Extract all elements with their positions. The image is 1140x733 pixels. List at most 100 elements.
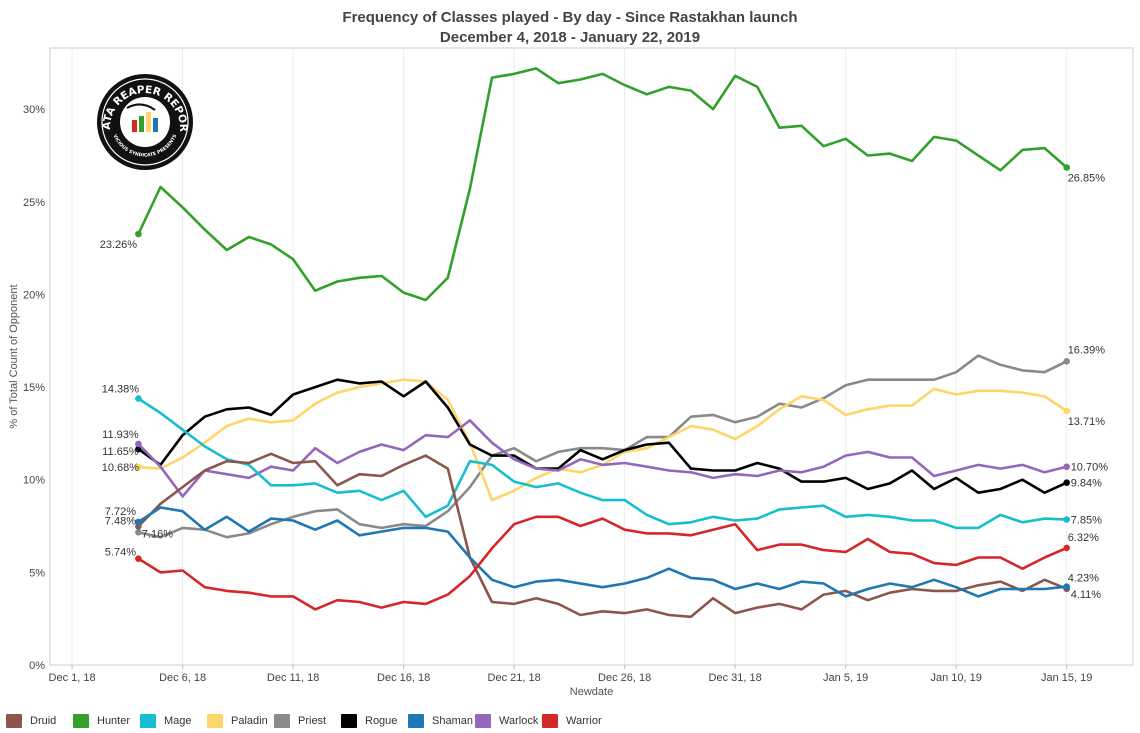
chart-subtitle: December 4, 2018 - January 22, 2019 xyxy=(439,29,701,46)
chart-title: Frequency of Classes played - By day - S… xyxy=(342,9,798,26)
legend-swatch-warlock xyxy=(475,714,491,728)
legend-swatch-druid xyxy=(6,714,22,728)
end-label-warrior: 6.32% xyxy=(1068,532,1099,544)
series-end-point-priest xyxy=(1063,358,1070,365)
legend-item-paladin[interactable]: Paladin xyxy=(207,714,274,728)
start-label-warlock: 11.93% xyxy=(102,429,139,441)
chart-title-block: Frequency of Classes played - By day - S… xyxy=(0,8,1140,48)
x-tick-label: Jan 5, 19 xyxy=(823,672,868,684)
y-tick-label: 30% xyxy=(23,104,45,116)
series-start-point-warlock xyxy=(135,440,142,448)
end-label-paladin: 13.71% xyxy=(1068,416,1106,428)
plot-area-border xyxy=(49,47,1134,666)
series-end-point-hunter xyxy=(1063,164,1070,171)
gridlines xyxy=(71,48,1068,665)
legend-item-rogue[interactable]: Rogue xyxy=(341,714,408,728)
y-tick-label: 20% xyxy=(23,289,45,301)
legend-item-mage[interactable]: Mage xyxy=(140,714,207,728)
legend-swatch-hunter xyxy=(73,714,89,728)
data-labels: 23.26% 26.85% 7.16% 16.39% 10.68% 13.71% 11.65… xyxy=(100,173,1108,601)
end-label-priest: 16.39% xyxy=(1068,344,1106,356)
series-line-hunter xyxy=(137,67,1068,302)
logo-scythe-icon xyxy=(126,103,156,111)
x-tick-label: Dec 11, 18 xyxy=(267,672,319,684)
logo-ring xyxy=(101,78,189,166)
legend-item-warrior[interactable]: Warrior xyxy=(542,714,609,728)
legend-label-mage: Mage xyxy=(164,715,192,727)
legend-label-warlock: Warlock xyxy=(499,715,539,727)
series-line-warlock xyxy=(137,419,1068,498)
logo-bar-blue xyxy=(153,118,158,132)
series-end-point-warrior xyxy=(1063,544,1070,552)
legend-label-shaman: Shaman xyxy=(432,715,473,727)
end-label-rogue: 9.84% xyxy=(1071,478,1102,490)
series-line-warrior xyxy=(137,515,1068,611)
y-tick-label: 25% xyxy=(23,197,45,209)
legend-label-rogue: Rogue xyxy=(365,715,398,727)
logo-bar-green xyxy=(139,116,144,132)
end-label-mage: 7.85% xyxy=(1071,515,1102,527)
start-label-paladin: 10.68% xyxy=(102,462,140,474)
start-label-shaman: 7.72% xyxy=(105,506,136,518)
series-lines xyxy=(135,67,1070,619)
series-start-point-priest xyxy=(135,529,142,536)
legend-item-shaman[interactable]: Shaman xyxy=(408,714,475,728)
series-start-point-hunter xyxy=(135,230,142,238)
data-reaper-logo: DATA REAPER REPORT VICIOUS SYNDICATE PRE… xyxy=(97,74,193,170)
legend-label-paladin: Paladin xyxy=(231,715,268,727)
legend-swatch-rogue xyxy=(341,714,357,728)
legend-label-priest: Priest xyxy=(298,715,327,727)
end-label-warlock: 10.70% xyxy=(1071,462,1109,474)
legend-item-hunter[interactable]: Hunter xyxy=(73,714,140,728)
end-label-shaman: 4.23% xyxy=(1068,573,1099,585)
series-start-point-shaman xyxy=(135,518,142,526)
logo-inner-circle xyxy=(120,97,170,147)
series-line-druid xyxy=(137,452,1068,619)
logo-bar-yellow xyxy=(146,112,151,132)
x-tick-label: Dec 6, 18 xyxy=(159,672,206,684)
series-end-point-shaman xyxy=(1063,583,1070,590)
series-start-point-warrior xyxy=(135,555,142,562)
series-end-point-mage xyxy=(1063,516,1070,523)
start-label-mage: 14.38% xyxy=(102,384,140,396)
legend: Druid Hunter Mage Paladin Priest Rogue Shaman W… xyxy=(6,712,609,730)
legend-swatch-mage xyxy=(140,714,156,728)
line-chart: Dec 1, 18 Dec 6, 18 Dec 11, 18 Dec 16, 18 De… xyxy=(8,47,1134,698)
y-tick-label: 10% xyxy=(23,475,45,487)
series-end-point-paladin xyxy=(1063,407,1070,415)
series-end-point-warlock xyxy=(1063,463,1070,471)
series-line-shaman xyxy=(137,506,1067,598)
start-label-priest: 7.16% xyxy=(142,528,173,540)
y-tick-label: 15% xyxy=(23,382,45,394)
y-axis-title: % of Total Count of Opponent xyxy=(8,284,20,428)
legend-swatch-shaman xyxy=(408,714,424,728)
series-end-point-rogue xyxy=(1063,479,1070,486)
x-tick-label: Dec 21, 18 xyxy=(488,672,541,684)
legend-item-warlock[interactable]: Warlock xyxy=(475,714,542,728)
legend-item-druid[interactable]: Druid xyxy=(6,714,73,728)
series-line-rogue xyxy=(137,378,1068,495)
series-start-point-mage xyxy=(135,395,142,402)
y-tick-label: 5% xyxy=(29,567,45,579)
series-start-point-paladin xyxy=(135,463,142,471)
x-tick-label: Dec 31, 18 xyxy=(709,672,762,684)
x-tick-label: Dec 26, 18 xyxy=(598,672,651,684)
series-line-priest xyxy=(138,354,1068,539)
end-label-druid: 4.11% xyxy=(1071,589,1102,601)
x-tick-label: Jan 10, 19 xyxy=(930,672,981,684)
start-label-rogue: 11.65% xyxy=(102,446,139,458)
legend-swatch-paladin xyxy=(207,714,223,728)
start-label-druid: 7.48% xyxy=(105,515,136,527)
x-tick-label: Jan 15, 19 xyxy=(1041,672,1092,684)
x-axis-title: Newdate xyxy=(570,686,613,698)
series-line-mage xyxy=(137,397,1067,530)
legend-item-priest[interactable]: Priest xyxy=(274,714,341,728)
start-label-warrior: 5.74% xyxy=(105,547,136,559)
legend-swatch-priest xyxy=(274,714,290,728)
logo-bar-red xyxy=(132,120,137,132)
legend-label-druid: Druid xyxy=(30,715,57,727)
x-tick-label: Dec 16, 18 xyxy=(377,672,430,684)
y-tick-label: 0% xyxy=(29,660,45,672)
x-tick-label: Dec 1, 18 xyxy=(49,672,96,684)
start-label-hunter: 23.26% xyxy=(100,239,138,251)
